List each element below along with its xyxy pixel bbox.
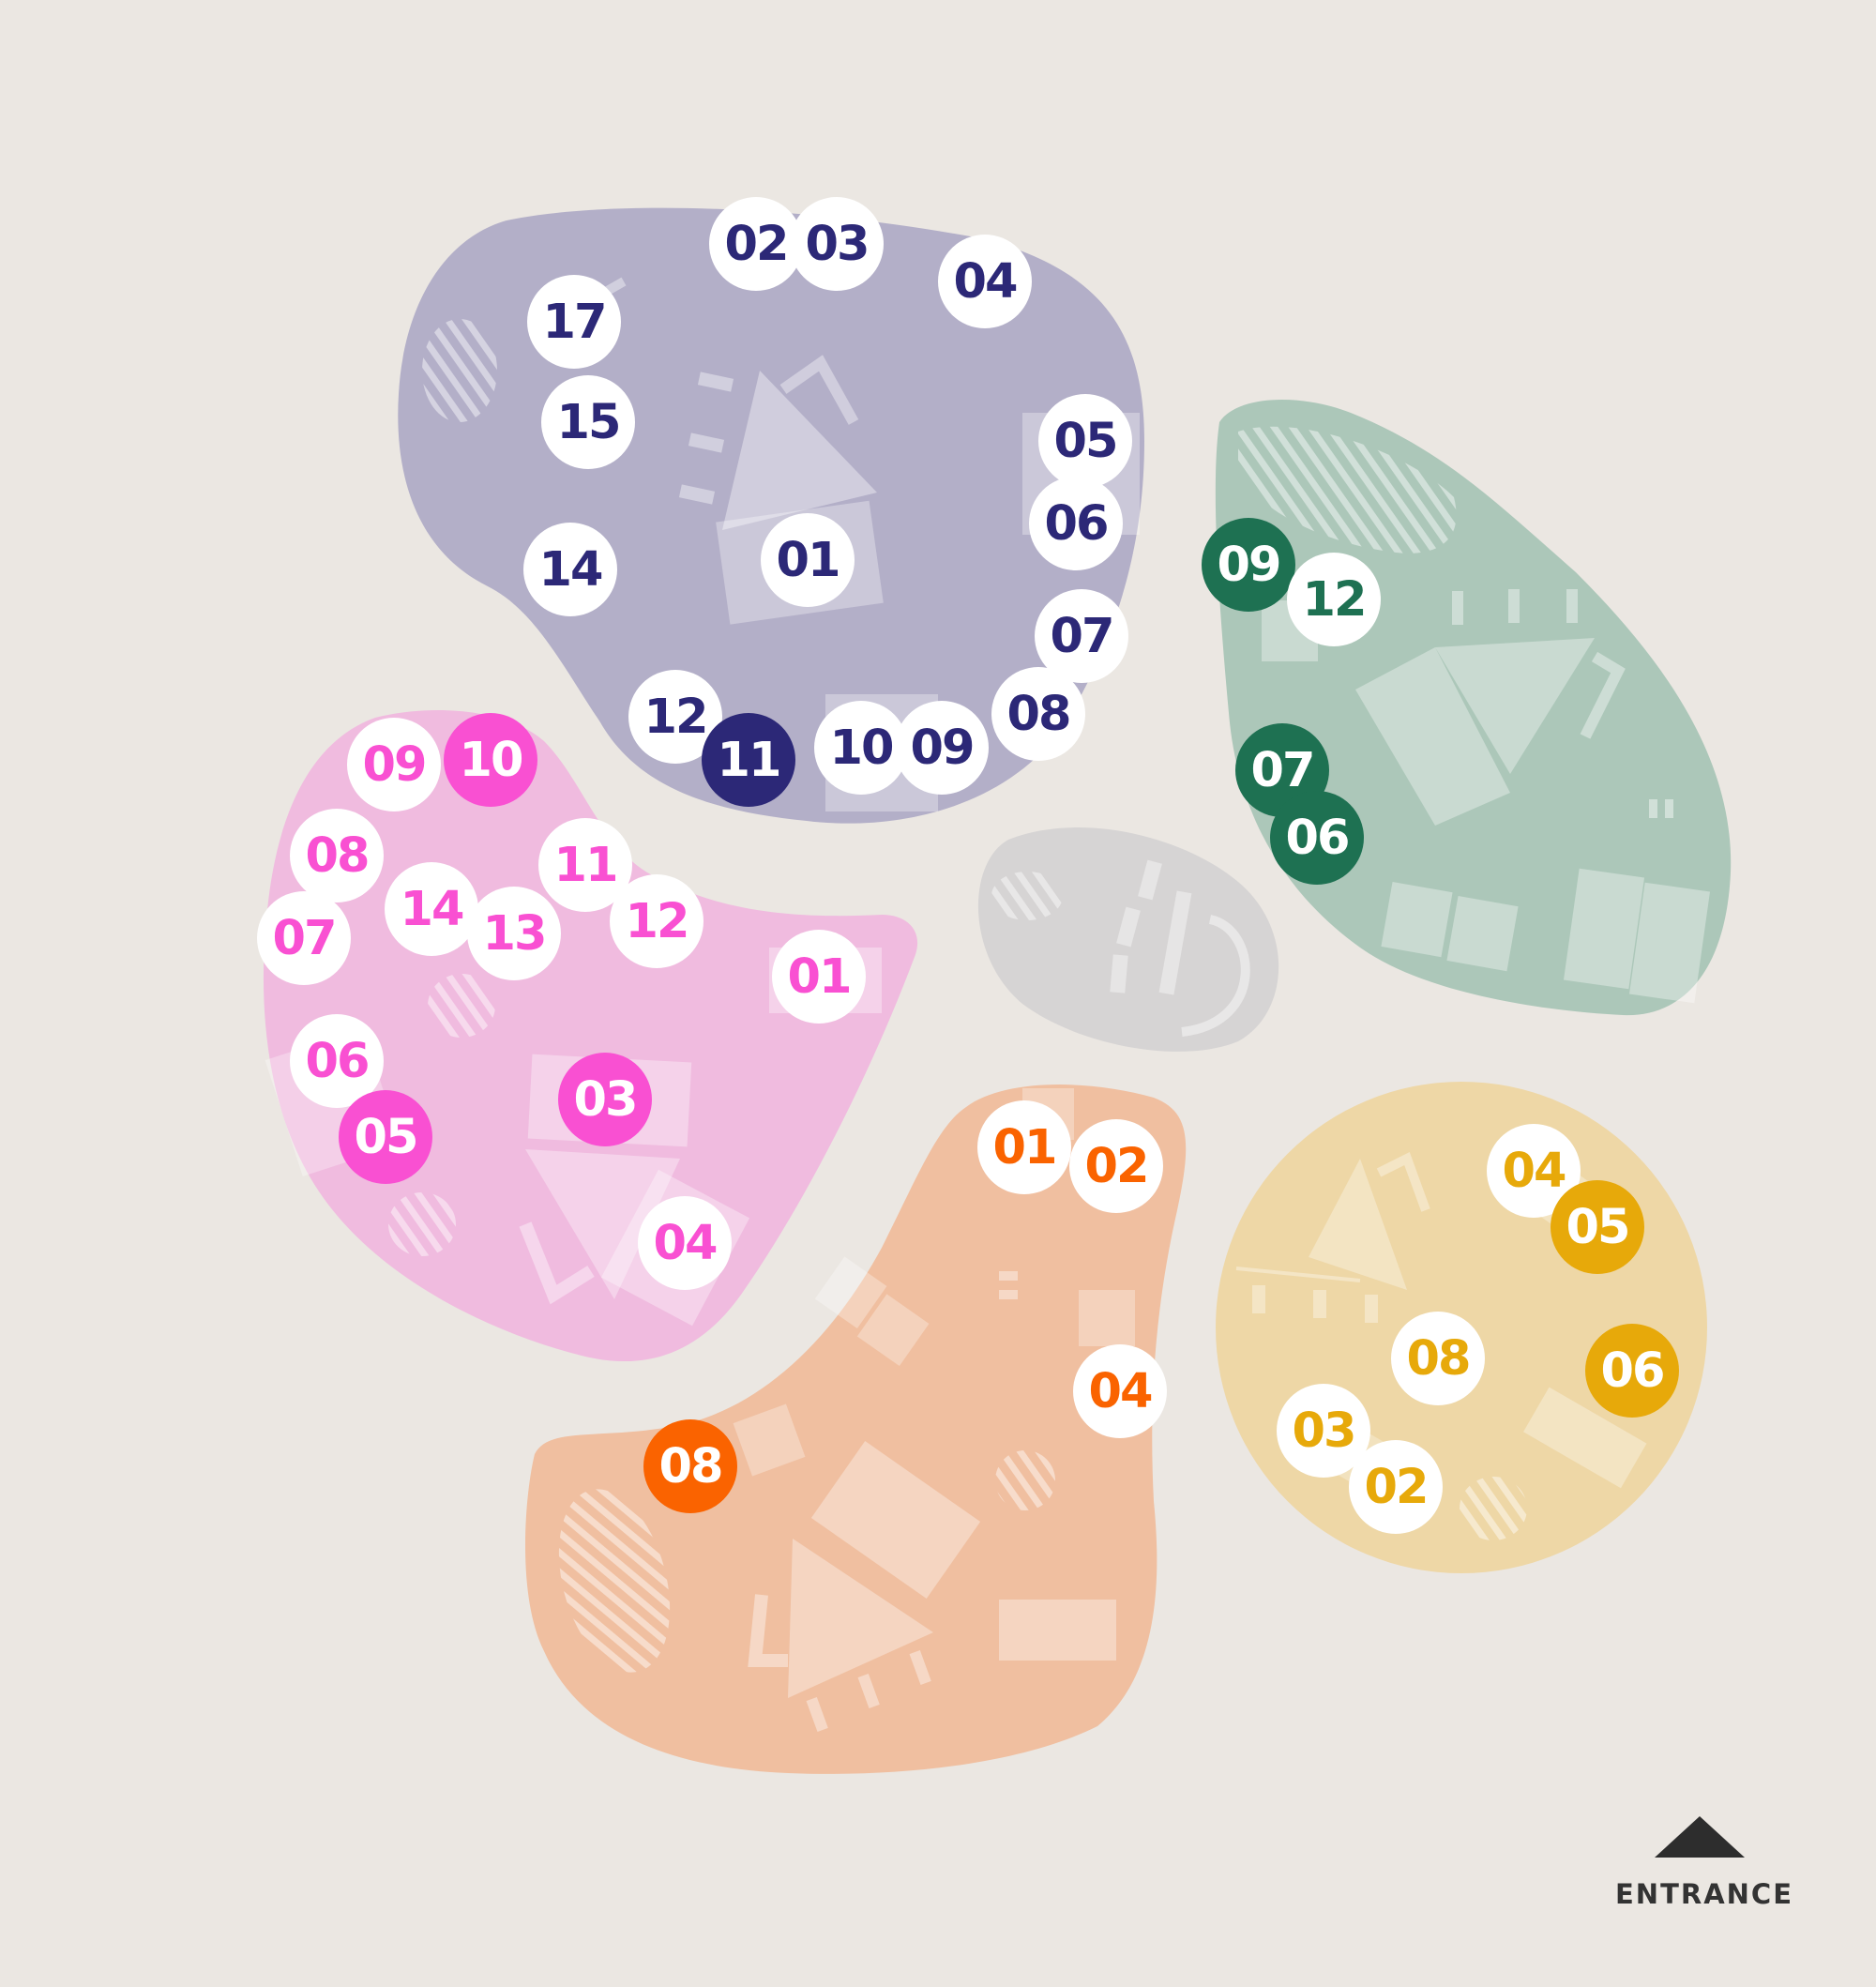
stand-pink-04[interactable]: 04	[638, 1196, 732, 1290]
stand-pink-05[interactable]: 05	[339, 1090, 432, 1184]
stand-pink-13[interactable]: 13	[467, 887, 561, 980]
stand-pink-03[interactable]: 03	[558, 1053, 652, 1146]
stand-pink-10[interactable]: 10	[444, 713, 537, 807]
zone-grey	[977, 827, 1279, 1052]
entrance-label: ENTRANCE	[1615, 1878, 1793, 1910]
entrance-marker: ENTRANCE	[1615, 1816, 1792, 1910]
stand-purple-05[interactable]: 05	[1038, 394, 1132, 488]
stand-green-06[interactable]: 06	[1270, 791, 1364, 885]
stand-purple-11[interactable]: 11	[702, 713, 795, 807]
stand-pink-08[interactable]: 08	[290, 809, 384, 902]
stand-yellow-08[interactable]: 08	[1391, 1312, 1485, 1405]
stand-orange-04[interactable]: 04	[1073, 1344, 1167, 1438]
stand-purple-15[interactable]: 15	[541, 375, 635, 469]
zone-green	[1215, 400, 1732, 1016]
stand-orange-02[interactable]: 02	[1069, 1119, 1163, 1213]
stand-purple-01[interactable]: 01	[761, 513, 855, 607]
stand-purple-02[interactable]: 02	[709, 197, 803, 291]
stand-purple-06[interactable]: 06	[1029, 477, 1123, 570]
stand-purple-04[interactable]: 04	[938, 235, 1032, 328]
stand-pink-12[interactable]: 12	[610, 874, 704, 968]
zone-orange	[525, 1085, 1187, 1774]
stand-pink-06[interactable]: 06	[290, 1014, 384, 1108]
stand-pink-11[interactable]: 11	[538, 818, 632, 912]
stand-pink-01[interactable]: 01	[772, 930, 866, 1024]
stand-green-12[interactable]: 12	[1287, 553, 1381, 646]
stand-orange-08[interactable]: 08	[643, 1419, 737, 1513]
stand-purple-10[interactable]: 10	[814, 701, 908, 795]
stand-purple-14[interactable]: 14	[523, 523, 617, 616]
stand-pink-14[interactable]: 14	[385, 862, 478, 956]
stand-purple-09[interactable]: 09	[895, 701, 989, 795]
stand-purple-17[interactable]: 17	[527, 275, 621, 369]
stand-yellow-06[interactable]: 06	[1585, 1324, 1679, 1418]
stand-yellow-05[interactable]: 05	[1551, 1180, 1644, 1274]
stand-yellow-02[interactable]: 02	[1349, 1440, 1443, 1534]
stand-pink-07[interactable]: 07	[257, 891, 351, 985]
stand-pink-09[interactable]: 09	[347, 718, 441, 811]
triangle-up-icon	[1655, 1816, 1745, 1858]
stand-purple-07[interactable]: 07	[1035, 589, 1128, 683]
stand-purple-08[interactable]: 08	[991, 667, 1085, 761]
stand-green-07[interactable]: 07	[1235, 723, 1329, 817]
stand-purple-03[interactable]: 03	[790, 197, 884, 291]
stand-green-09[interactable]: 09	[1202, 518, 1295, 612]
stand-orange-01[interactable]: 01	[977, 1100, 1071, 1194]
